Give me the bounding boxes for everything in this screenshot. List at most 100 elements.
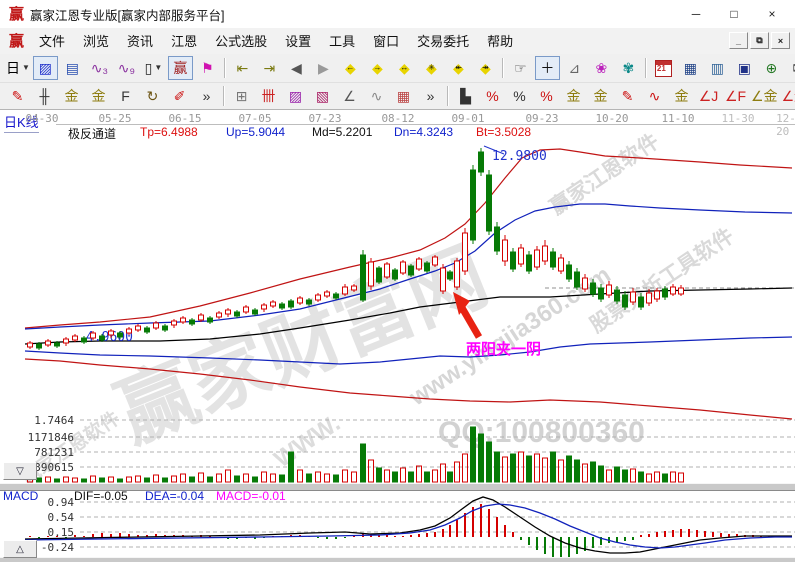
window-maximize-button[interactable]: □ <box>730 7 738 21</box>
gann-diamond-left-icon[interactable]: ◆ ← <box>345 60 356 76</box>
toolbar-separator <box>644 58 647 78</box>
web-link-icon[interactable]: ⊕ <box>765 60 778 76</box>
gold-grid-a-icon[interactable]: 金 <box>64 88 79 104</box>
gann-flower-tool-icon[interactable]: ❀ <box>595 60 608 76</box>
mdi-restore-button[interactable]: ⧉ <box>750 32 769 49</box>
wave-tool-icon[interactable]: ∿ <box>370 88 383 104</box>
colored-chart-icon[interactable]: ⚑ <box>201 60 214 76</box>
measure-tool-icon[interactable]: ⊿ <box>568 60 581 76</box>
pattern-annotation-label: 两阳夹一阴 <box>466 341 542 358</box>
hand-pan-tool-icon[interactable]: ☞ <box>514 60 527 76</box>
gann-diamond-in-icon[interactable]: ◆ ↞ <box>453 60 464 76</box>
toolbar-separator <box>223 58 226 78</box>
prev-bar-button[interactable]: ◀ <box>291 60 302 76</box>
percent-b-icon[interactable]: % <box>513 88 526 104</box>
scale-label: 0.54 <box>47 511 75 524</box>
red-grid-icon[interactable]: ▦ <box>396 88 411 104</box>
fan-lines-icon[interactable]: 卌 <box>261 88 276 104</box>
gann-module-icon[interactable]: 赢 <box>167 56 193 80</box>
scale-label: 0.15 <box>47 526 75 539</box>
toolbar-main: 日▼▨ ▤ ∿₃ ∿₉ ▯▼赢 ⚑ ⇤ ⇥ ◀ ▶ ◆← ◆→ ◆↔ ◆✳ ◆↞ ◆↠ ☞ ＋ ⊿ ❀ ✾ 21 ▦ ▥ ▣ ⊕ ✉ <box>0 54 795 83</box>
indicator-md-value: Md=5.2201 <box>312 125 373 139</box>
volume-pane-collapse-button[interactable]: ▽ <box>3 462 37 480</box>
toolbar-separator <box>501 58 504 78</box>
first-bar-button[interactable]: ⇤ <box>236 60 249 76</box>
trendline-pen-icon[interactable]: ✎ <box>11 88 24 104</box>
menu-文件[interactable]: 文件 <box>39 33 66 49</box>
menu-公式选股[interactable]: 公式选股 <box>215 33 268 49</box>
menu-交易委托[interactable]: 交易委托 <box>417 33 470 49</box>
menu-江恩[interactable]: 江恩 <box>171 33 198 49</box>
gann-angle-gold-icon[interactable]: ∠金 <box>751 88 778 104</box>
gann-angle-lian-icon[interactable]: ∠连 <box>781 88 795 104</box>
gann-box-a-icon[interactable]: ▨ <box>288 88 303 104</box>
more-tools-a-button[interactable]: » <box>202 88 211 104</box>
save-icon[interactable]: ▣ <box>737 60 752 76</box>
date-tick-label: 06-15 <box>168 112 202 125</box>
percent-a-icon[interactable]: % <box>486 88 499 104</box>
fibonacci-icon[interactable]: F <box>121 88 130 104</box>
percent-c-icon[interactable]: % <box>540 88 553 104</box>
gann-angle-j-icon[interactable]: ∠J <box>698 88 719 104</box>
angle-pen-icon[interactable]: ✎ <box>621 88 634 104</box>
main-chart-view-icon[interactable]: ▨ <box>32 56 58 80</box>
gann-angle-f-icon[interactable]: ∠F <box>724 88 747 104</box>
next-bar-button[interactable]: ▶ <box>318 60 329 76</box>
more-tools-b-button[interactable]: » <box>426 88 435 104</box>
gann-diamond-right-icon[interactable]: ◆ → <box>372 60 383 76</box>
window-controls: ─ □ × <box>677 0 791 28</box>
app-logo-icon: 赢 <box>9 5 25 23</box>
smart-analysis-icon[interactable]: ✾ <box>622 60 635 76</box>
last-bar-button[interactable]: ⇥ <box>263 60 276 76</box>
mdi-window-controls: _ ⧉ × <box>729 32 790 49</box>
scale-label: 1.7464 <box>34 414 74 427</box>
angle-line-icon[interactable]: ∠ <box>343 88 356 104</box>
menu-浏览[interactable]: 浏览 <box>83 33 110 49</box>
calculator-icon[interactable]: ▦ <box>683 60 698 76</box>
mail-icon[interactable]: ✉ <box>786 56 795 80</box>
menu-工具[interactable]: 工具 <box>329 33 356 49</box>
menu-帮助[interactable]: 帮助 <box>487 33 514 49</box>
window-close-button[interactable]: × <box>768 7 776 21</box>
pane-separator[interactable] <box>0 483 795 491</box>
period-selector-button[interactable]: 日 ▼ <box>6 60 30 76</box>
notes-icon[interactable]: ▥ <box>710 60 725 76</box>
date-tick-label: 10-20 <box>595 112 629 125</box>
calendar-icon[interactable]: 21 <box>651 56 676 80</box>
macd-dif-value: DIF=-0.05 <box>74 489 128 503</box>
gold-circle-icon[interactable]: 金 <box>566 88 581 104</box>
gold-line-icon[interactable]: 金 <box>593 88 608 104</box>
candle-style-button[interactable]: ▯ ▼ <box>144 60 163 76</box>
gann-diamond-out-icon[interactable]: ◆ ↠ <box>480 60 491 76</box>
spiral-tool-icon[interactable]: ↻ <box>146 88 159 104</box>
wave-red-icon[interactable]: ∿ <box>648 88 661 104</box>
macd-panel-name: MACD <box>3 489 39 503</box>
ma9-indicator-icon[interactable]: ∿₉ <box>117 60 136 76</box>
menu-资讯[interactable]: 资讯 <box>127 33 154 49</box>
box-tool-icon[interactable]: ⊞ <box>235 88 248 104</box>
gann-diamond-center-icon[interactable]: ◆ ✳ <box>426 60 437 76</box>
menu-bar: 赢 文件 浏览 资讯 江恩 公式选股 设置 工具 窗口 交易委托 帮助 <box>0 28 795 55</box>
volume-bars-icon[interactable]: ▙ <box>460 88 471 104</box>
mdi-close-button[interactable]: × <box>771 32 790 49</box>
gold-grid-b-icon[interactable]: 金 <box>91 88 106 104</box>
macd-pane-collapse-button[interactable]: △ <box>3 540 37 558</box>
window-minimize-button[interactable]: ─ <box>691 7 701 21</box>
bottom-separator <box>0 557 795 562</box>
info-panel-icon[interactable]: ▤ <box>65 60 80 76</box>
ma3-indicator-icon[interactable]: ∿₃ <box>90 60 109 76</box>
menu-窗口[interactable]: 窗口 <box>373 33 400 49</box>
gann-diamond-both-icon[interactable]: ◆ ↔ <box>399 60 410 76</box>
gann-box-b-icon[interactable]: ▧ <box>315 88 330 104</box>
crosshair-tool-icon[interactable]: ＋ <box>534 56 560 80</box>
pen-measure-icon[interactable]: ✐ <box>173 88 186 104</box>
gold-angle-icon[interactable]: 金 <box>674 88 689 104</box>
macd-value: MACD=-0.01 <box>216 489 286 503</box>
grid-lines-icon[interactable]: ╫ <box>39 88 50 104</box>
toolbar-separator <box>223 86 225 106</box>
menu-设置[interactable]: 设置 <box>285 33 312 49</box>
indicator-bt-value: Bt=3.5028 <box>476 125 532 139</box>
mdi-minimize-button[interactable]: _ <box>729 32 748 49</box>
